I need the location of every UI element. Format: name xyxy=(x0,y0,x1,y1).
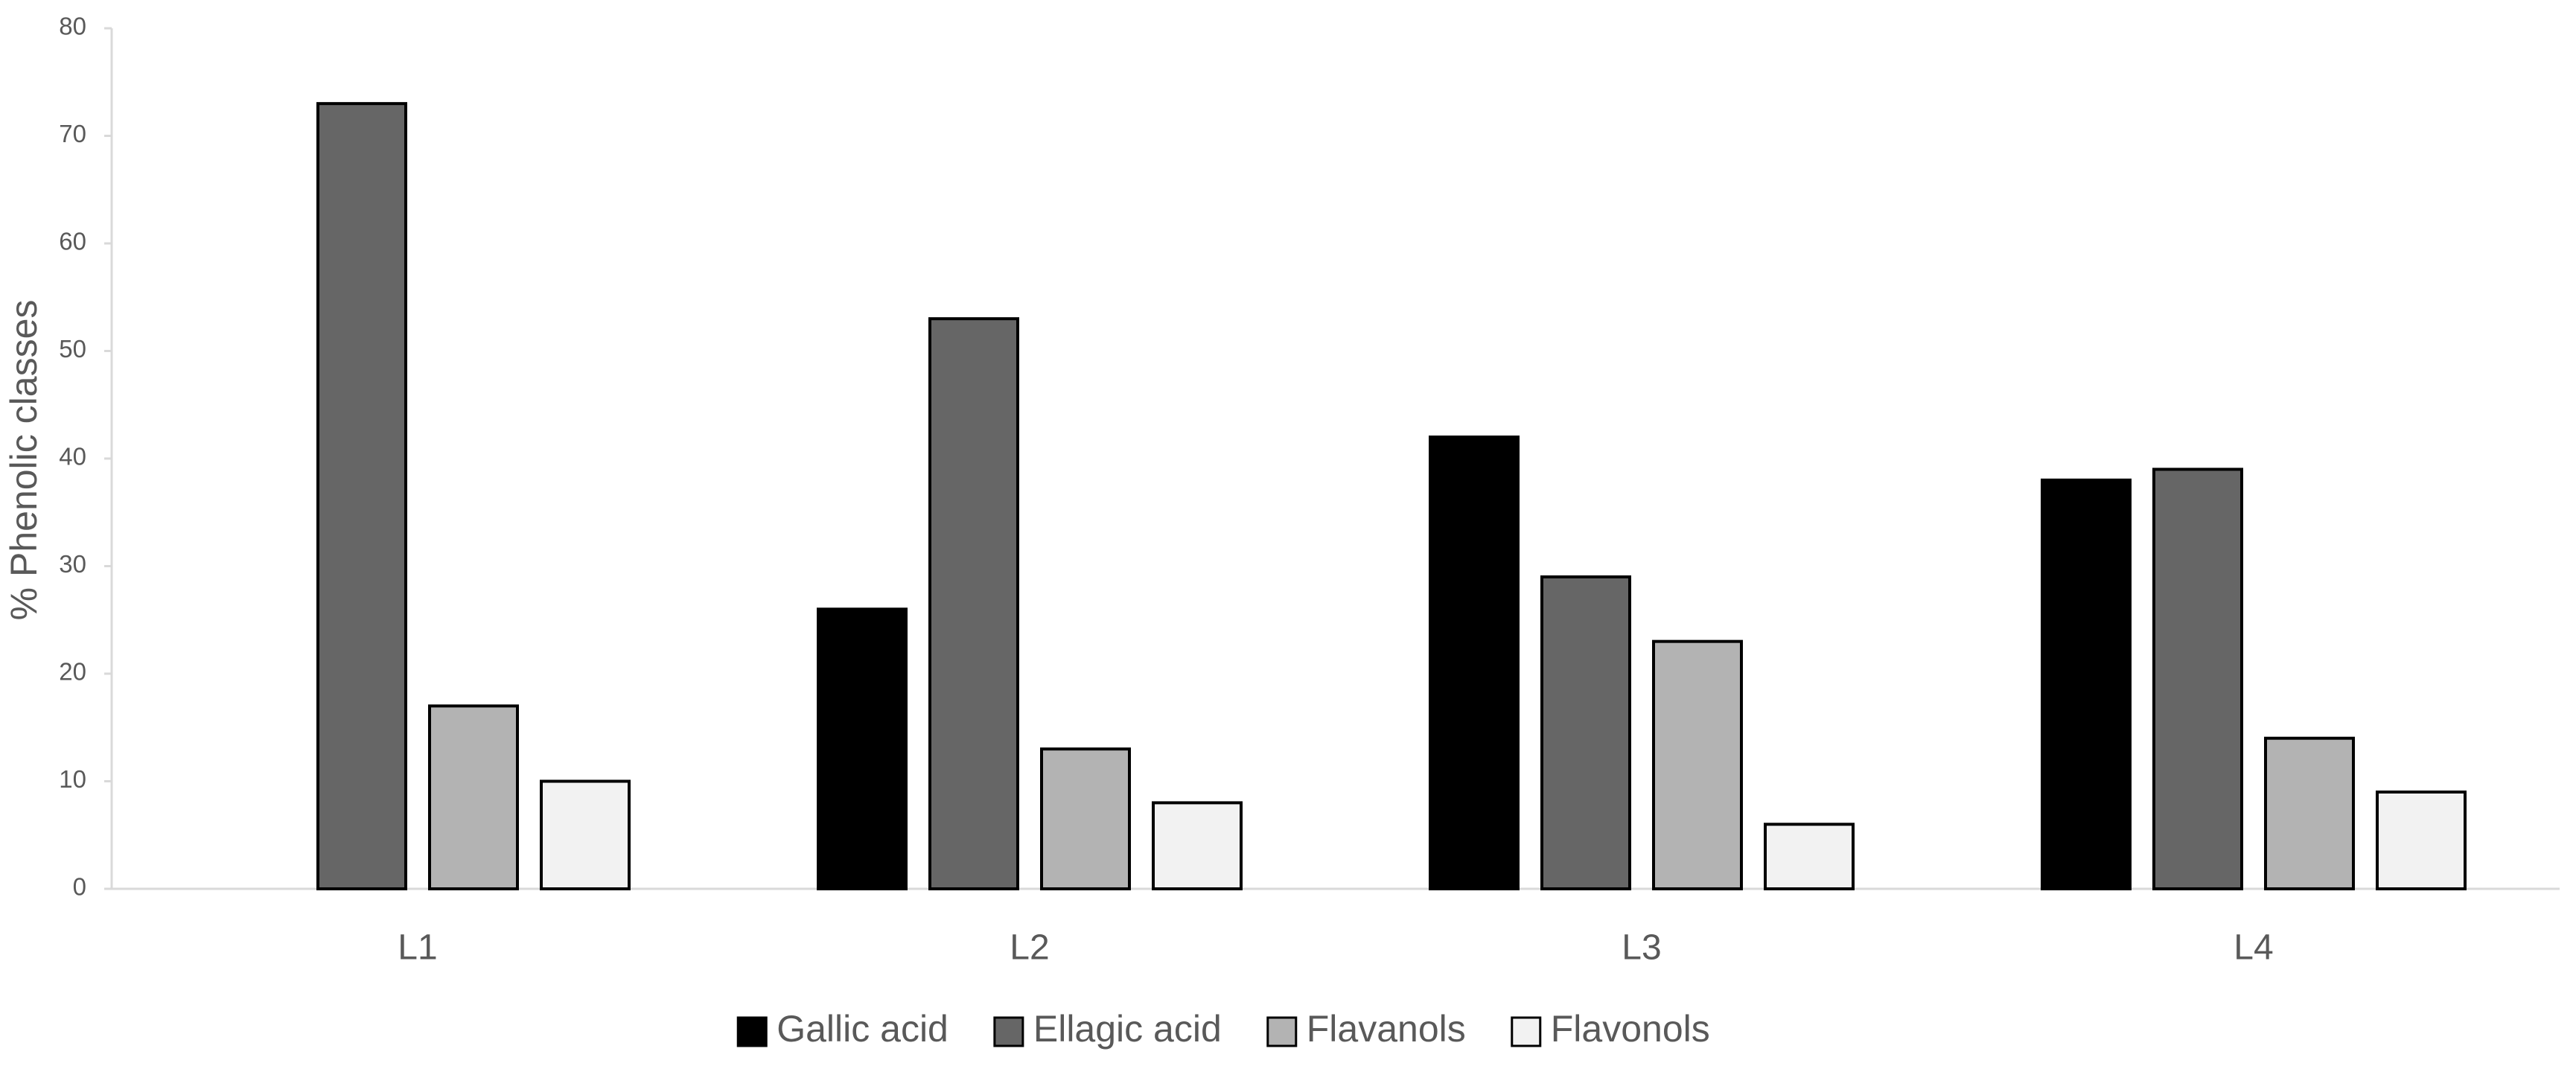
y-tick-label: 70 xyxy=(59,120,86,147)
legend-swatch xyxy=(993,1016,1024,1047)
y-tick-label: 60 xyxy=(59,228,86,255)
legend-label: Flavanols xyxy=(1307,1008,1466,1050)
legend-swatch xyxy=(1266,1016,1298,1047)
bar xyxy=(1540,575,1631,890)
bar xyxy=(2264,736,2355,891)
x-tick-label: L3 xyxy=(1622,928,1661,968)
legend-label: Gallic acid xyxy=(777,1008,949,1050)
y-tick-label: 40 xyxy=(59,443,86,470)
bar xyxy=(1652,639,1743,891)
legend-label: Ellagic acid xyxy=(1033,1008,1222,1050)
bar xyxy=(2041,478,2132,890)
y-tick-label: 10 xyxy=(59,765,86,793)
bar xyxy=(428,704,519,890)
y-tick-label: 0 xyxy=(73,873,86,901)
bar xyxy=(1764,823,1855,891)
bar xyxy=(2376,790,2467,890)
bar xyxy=(2152,467,2243,890)
x-tick-label: L1 xyxy=(398,928,437,968)
y-tick-label: 80 xyxy=(59,13,86,40)
bar xyxy=(817,607,908,890)
bar xyxy=(1152,801,1243,891)
bar xyxy=(540,779,631,890)
y-tick-label: 30 xyxy=(59,550,86,578)
legend-label: Flavonols xyxy=(1551,1008,1710,1050)
bar xyxy=(1429,435,1520,890)
bar xyxy=(1040,747,1131,891)
bar xyxy=(316,102,407,890)
x-tick-label: L4 xyxy=(2234,928,2273,968)
y-tick-label: 20 xyxy=(59,658,86,686)
y-tick-label: 50 xyxy=(59,335,86,363)
legend-swatch xyxy=(1511,1016,1542,1047)
bar xyxy=(928,317,1019,890)
x-tick-label: L2 xyxy=(1010,928,1049,968)
legend-swatch xyxy=(736,1016,768,1047)
y-axis-label: % Phenolic classes xyxy=(3,300,45,621)
